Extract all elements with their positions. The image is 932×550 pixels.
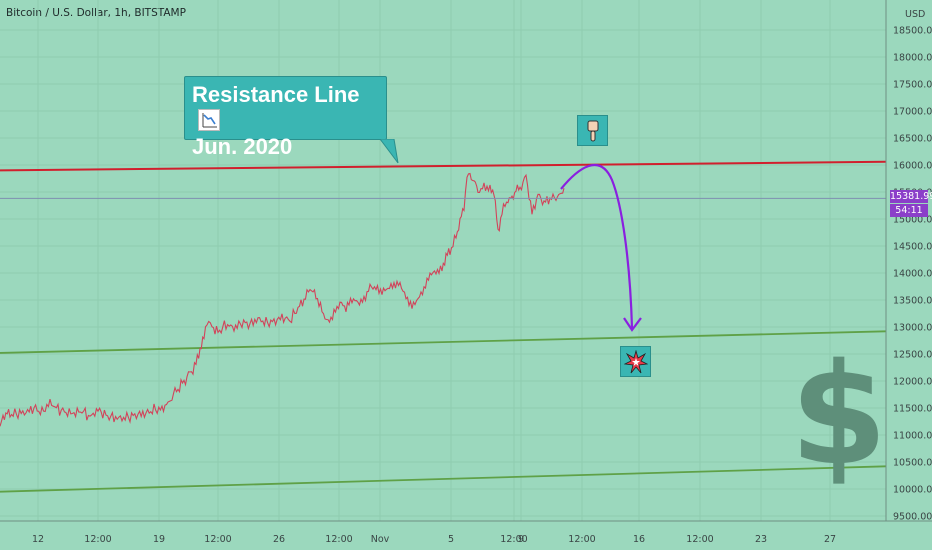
price-tick-label: 13000.00 bbox=[893, 323, 932, 334]
callout-line-1: Resistance Line bbox=[192, 82, 360, 107]
time-tick-label: 12:00 bbox=[500, 534, 527, 545]
resistance-line[interactable] bbox=[0, 160, 887, 172]
price-tick-label: 10500.00 bbox=[893, 458, 932, 469]
price-tick-label: 15000.00 bbox=[893, 215, 932, 226]
time-tick-label: 12:00 bbox=[204, 534, 231, 545]
time-tick-label: Nov bbox=[371, 534, 390, 545]
callout-pointer bbox=[380, 139, 399, 164]
price-tick-label: 13500.00 bbox=[893, 296, 932, 307]
projection-arrow bbox=[560, 163, 634, 329]
time-tick-label: 23 bbox=[755, 534, 767, 545]
price-tick-label: 18000.00 bbox=[893, 53, 932, 64]
time-tick-label: 12:00 bbox=[325, 534, 352, 545]
price-tick-label: 12500.00 bbox=[893, 350, 932, 361]
collision-icon bbox=[620, 346, 651, 377]
backhand-index-pointing-down-icon bbox=[577, 115, 608, 146]
grid bbox=[0, 0, 886, 521]
support-upper-line[interactable] bbox=[0, 330, 887, 354]
chart-decreasing-icon bbox=[198, 109, 220, 131]
time-tick-label: 12 bbox=[32, 534, 44, 545]
price-tick-label: 10000.00 bbox=[893, 485, 932, 496]
price-tick-label: 14000.00 bbox=[893, 269, 932, 280]
price-tick-label: 11500.00 bbox=[893, 404, 932, 415]
price-tick-label: 16000.00 bbox=[893, 161, 932, 172]
price-tick-label: 16500.00 bbox=[893, 134, 932, 145]
time-tick-label: 16 bbox=[633, 534, 645, 545]
time-tick-label: 5 bbox=[448, 534, 454, 545]
currency-label: USD bbox=[905, 9, 925, 20]
price-axis[interactable]: 18500.00 18000.00 17500.00 17000.00 16500.00… bbox=[893, 26, 932, 523]
symbol-title: Bitcoin / U.S. Dollar, 1h, BITSTAMP bbox=[6, 7, 186, 19]
time-tick-label: 12:00 bbox=[686, 534, 713, 545]
price-tick-label: 17500.00 bbox=[893, 80, 932, 91]
projection-arrowhead bbox=[623, 317, 642, 332]
trendlines[interactable] bbox=[0, 160, 887, 493]
last-price-tag: 15381.99 bbox=[890, 190, 932, 203]
price-tick-label: 14500.00 bbox=[893, 242, 932, 253]
time-tick-label: 12:00 bbox=[568, 534, 595, 545]
price-tick-label: 11000.00 bbox=[893, 431, 932, 442]
time-tick-label: 26 bbox=[273, 534, 285, 545]
price-series bbox=[0, 172, 565, 427]
time-tick-label: 19 bbox=[153, 534, 165, 545]
price-tick-label: 17000.00 bbox=[893, 107, 932, 118]
dollar-sign-icon: $ bbox=[790, 334, 888, 497]
time-tick-label: 9 bbox=[518, 534, 524, 545]
resistance-callout[interactable]: Resistance Line Jun. 2020 bbox=[184, 76, 399, 164]
price-line bbox=[0, 172, 565, 427]
price-tick-label: 12000.00 bbox=[893, 377, 932, 388]
price-tick-label: 18500.00 bbox=[893, 26, 932, 37]
price-tick-label: 9500.00 bbox=[893, 512, 932, 523]
time-tick-label: 12:00 bbox=[84, 534, 111, 545]
countdown-tag: 54:11 bbox=[890, 204, 928, 217]
time-axis[interactable]: 12 12:00 19 12:00 26 12:00 Nov 5 12:009 12:00 16 12… bbox=[32, 534, 836, 545]
callout-line-2: Jun. 2020 bbox=[192, 134, 293, 159]
support-lower-line[interactable] bbox=[0, 465, 887, 493]
time-tick-label: 27 bbox=[824, 534, 836, 545]
